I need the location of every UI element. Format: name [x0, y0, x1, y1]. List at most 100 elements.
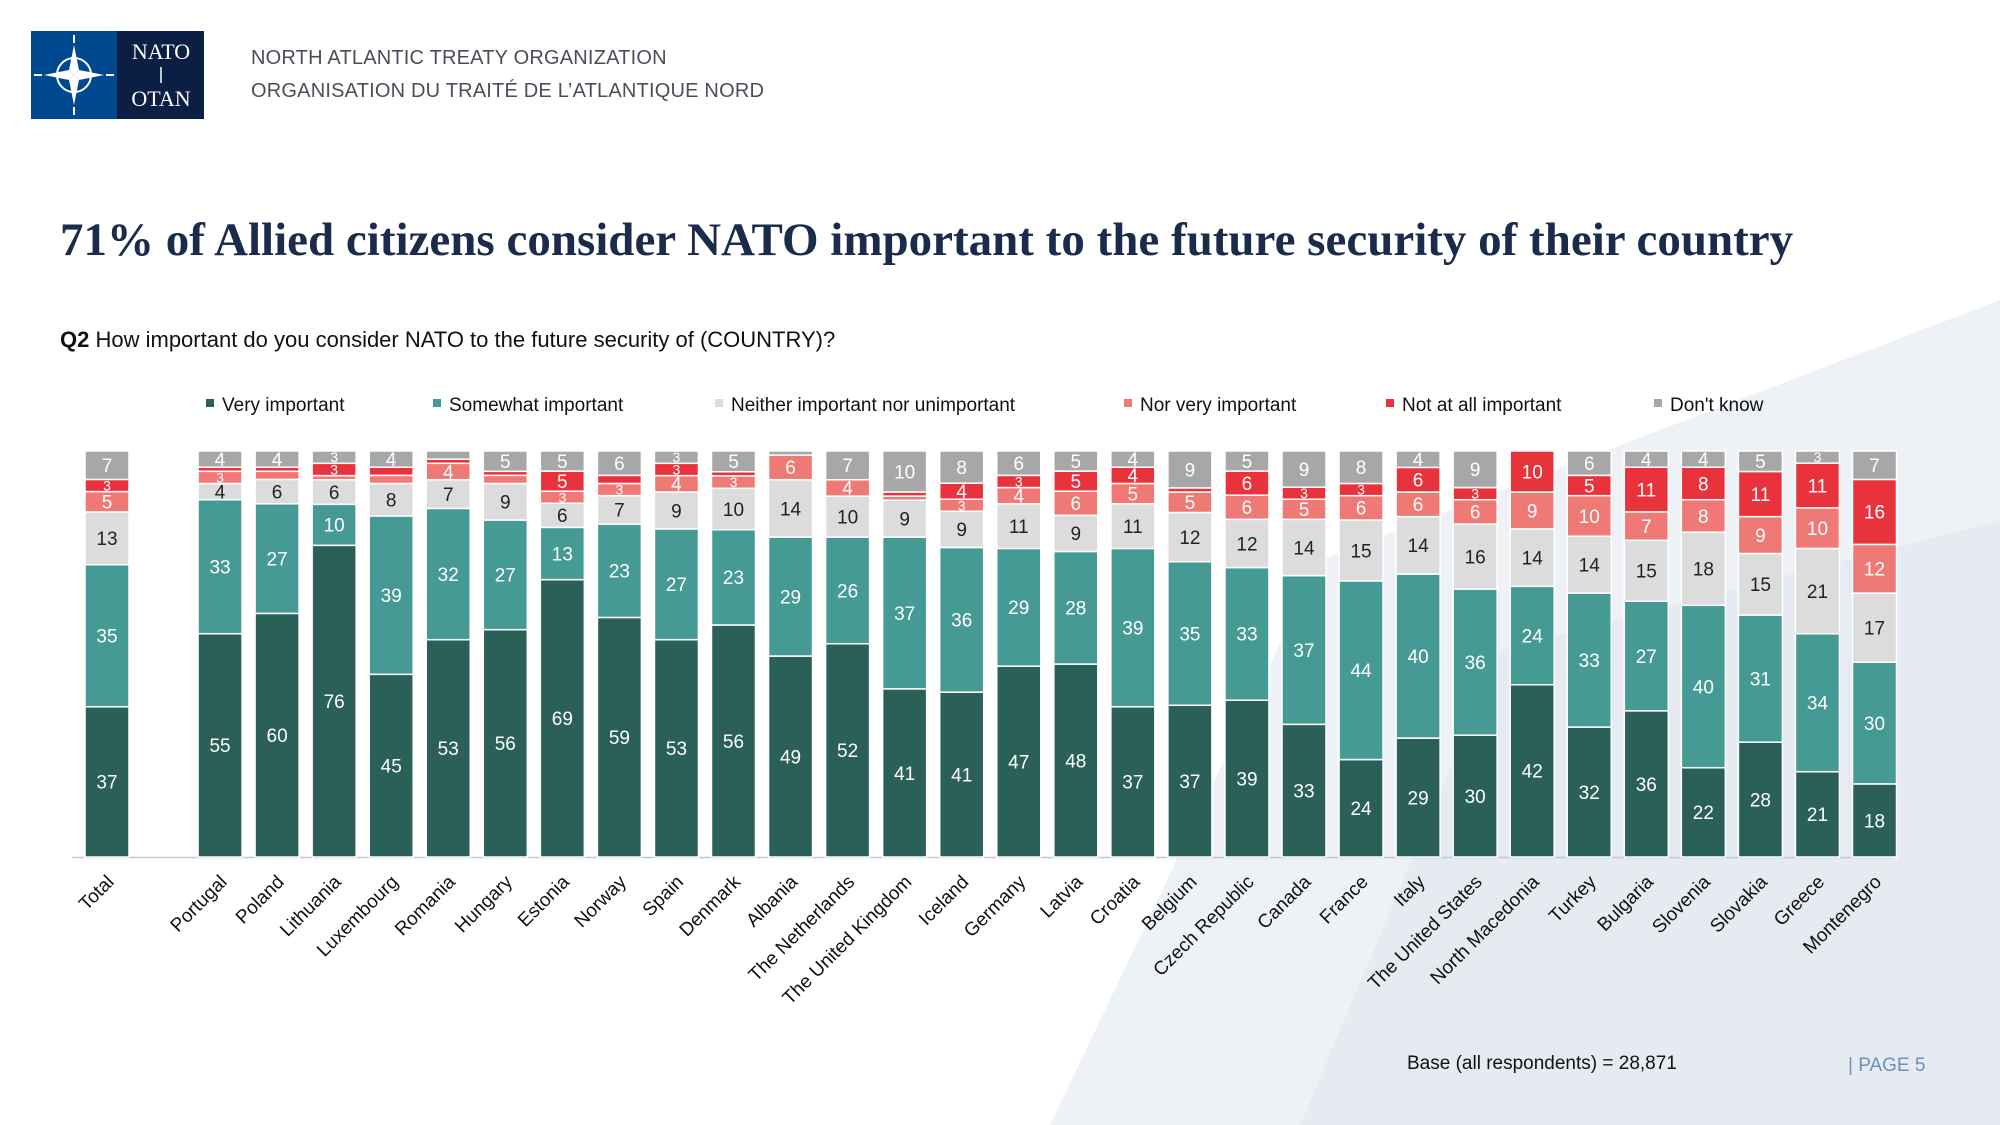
data-label: 7 — [614, 501, 625, 522]
bar-segment-somewhat-important — [539, 526, 586, 581]
data-label: 3 — [1814, 449, 1822, 465]
data-label: 7 — [102, 456, 113, 477]
bar-segment-somewhat-important — [938, 546, 985, 693]
data-label: 28 — [1065, 599, 1086, 620]
data-label: 30 — [1465, 787, 1486, 808]
data-label: 14 — [780, 499, 802, 520]
data-label: 8 — [1698, 507, 1709, 528]
data-label: 39 — [1122, 618, 1143, 639]
data-label: 32 — [438, 565, 459, 586]
data-label: 29 — [1008, 598, 1029, 619]
x-tick-label: Latvia — [1037, 871, 1088, 922]
bar-segment-somewhat-important — [311, 503, 357, 547]
data-label: 9 — [956, 520, 967, 541]
bar-segment-nor-very-important — [1566, 494, 1612, 538]
x-tick-label: Poland — [232, 872, 289, 929]
data-label: 9 — [671, 501, 682, 522]
data-label: 11 — [1009, 517, 1029, 538]
question-code: Q2 — [60, 327, 90, 352]
data-label: 14 — [1522, 548, 1544, 569]
bar-segment-neither — [1737, 552, 1784, 616]
bar-segment-very-important — [1338, 758, 1384, 858]
data-label: 9 — [1755, 526, 1766, 547]
data-label: 3 — [103, 478, 111, 494]
bar-slovenia: 22 40 18 8 8 4 — [1680, 450, 1727, 858]
data-label: 69 — [552, 709, 573, 730]
data-label: 8 — [1356, 458, 1367, 479]
data-label: 30 — [1864, 714, 1885, 735]
data-label: 59 — [609, 728, 630, 749]
bar-segment-not-at-all-important — [1224, 470, 1270, 496]
data-label: 36 — [951, 611, 972, 632]
data-label: 5 — [1071, 452, 1082, 473]
bar-segment-very-important — [1053, 663, 1099, 858]
data-label: 6 — [1356, 499, 1367, 520]
bar-segment-dont-know — [311, 450, 357, 465]
data-label: 4 — [215, 450, 226, 471]
bar-segment-neither — [1452, 523, 1498, 590]
data-label: 8 — [386, 491, 397, 512]
data-label: 37 — [894, 604, 915, 625]
bar-segment-somewhat-important — [1452, 588, 1498, 736]
data-label: 4 — [1413, 450, 1424, 471]
bar-segment-dont-know — [1110, 450, 1156, 468]
x-tick-label: Bulgaria — [1594, 871, 1658, 935]
x-tick-label: North Macedonia — [1427, 871, 1544, 988]
data-label: 9 — [1527, 501, 1538, 522]
bar-segment-dont-know — [710, 450, 757, 473]
data-label: 3 — [1015, 473, 1023, 489]
bar-turkey: 32 33 14 10 56 — [1566, 450, 1612, 858]
bar-france: 24 44 15 63 8 — [1338, 450, 1384, 858]
bar-segment-dont-know — [938, 450, 985, 484]
data-label: 53 — [666, 739, 687, 760]
data-label: 8 — [956, 458, 967, 479]
legend-item-nor-very-important: Nor very important — [1124, 395, 1297, 416]
data-label: 56 — [723, 732, 744, 753]
data-label: 6 — [1584, 454, 1595, 475]
bar-segment-dont-know — [1452, 450, 1498, 489]
bar-segment-nor-very-important — [1452, 498, 1498, 525]
bar-segment-dont-know — [539, 450, 586, 472]
bar-segment-dont-know — [1053, 450, 1099, 472]
bar-segment-very-important — [368, 673, 414, 858]
bar-segment-nor-very-important — [368, 474, 414, 485]
data-label: 4 — [1641, 450, 1652, 471]
data-label: 5 — [557, 472, 568, 493]
nato-logo: NATO OTAN — [31, 31, 204, 119]
data-label: 3 — [958, 497, 966, 513]
compass-star-icon — [34, 35, 114, 115]
data-label: 15 — [1750, 575, 1771, 596]
bar-segment-dont-know — [1167, 450, 1213, 489]
x-tick-label: Estonia — [514, 871, 574, 931]
chart-bars: 3735135375533434602764761063345398453327… — [72, 449, 1898, 859]
data-label: 10 — [324, 516, 345, 537]
page-number: | PAGE 5 — [1848, 1055, 1926, 1076]
data-label: 5 — [1128, 484, 1139, 505]
data-label: 28 — [1750, 790, 1771, 811]
x-tick-label: Iceland — [915, 872, 973, 930]
data-label: 37 — [1293, 641, 1314, 662]
legend-swatch — [1124, 399, 1132, 407]
data-label: 32 — [1579, 783, 1600, 804]
data-label: 49 — [780, 747, 801, 768]
x-tick-label: France — [1316, 872, 1373, 929]
bar-segment-somewhat-important — [596, 523, 643, 619]
data-label: 4 — [1698, 450, 1709, 471]
bar-hungary: 56 27 9 5 — [482, 450, 529, 858]
data-label: 6 — [1242, 474, 1253, 495]
data-label: 37 — [96, 773, 117, 794]
data-label: 3 — [330, 449, 338, 465]
data-label: 17 — [1864, 618, 1885, 639]
bar-poland: 60 27 6 4 — [254, 450, 300, 858]
bar-slovakia: 28 31 15 9 11 5 — [1737, 450, 1784, 858]
bar-the-united-kingdom: 41 37 9 10 — [881, 450, 928, 858]
data-label: 5 — [500, 452, 511, 473]
page-title: 71% of Allied citizens consider NATO imp… — [60, 214, 1794, 266]
data-label: 18 — [1693, 560, 1714, 581]
data-label: 11 — [1751, 485, 1771, 506]
bar-segment-very-important — [767, 655, 814, 858]
data-label: 15 — [1636, 562, 1657, 583]
bar-segment-nor-very-important — [254, 470, 300, 481]
